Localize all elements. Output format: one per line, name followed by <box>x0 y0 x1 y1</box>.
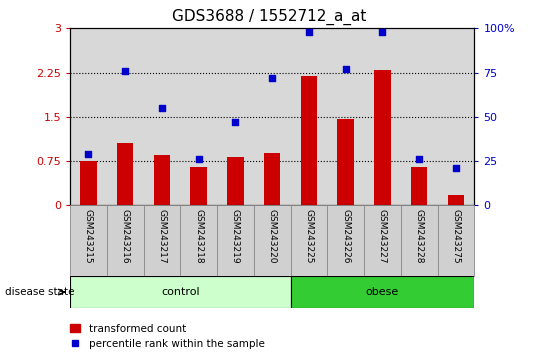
Bar <box>291 276 474 308</box>
Bar <box>70 276 291 308</box>
Text: GSM243275: GSM243275 <box>452 209 460 263</box>
Point <box>84 151 93 157</box>
Bar <box>401 205 438 276</box>
Point <box>452 165 460 171</box>
Bar <box>80 161 96 205</box>
Point <box>415 156 424 162</box>
Bar <box>181 205 217 276</box>
Bar <box>364 205 401 276</box>
Text: GSM243216: GSM243216 <box>121 209 130 263</box>
Text: GSM243226: GSM243226 <box>341 209 350 263</box>
Bar <box>143 205 181 276</box>
Bar <box>107 205 143 276</box>
Text: GSM243227: GSM243227 <box>378 209 387 263</box>
Point <box>157 105 166 111</box>
Bar <box>70 205 107 276</box>
Point <box>305 29 313 35</box>
Text: obese: obese <box>366 287 399 297</box>
Text: control: control <box>161 287 199 297</box>
Bar <box>337 119 354 205</box>
Point <box>121 68 129 74</box>
Bar <box>291 205 327 276</box>
Bar <box>327 205 364 276</box>
Bar <box>301 75 317 205</box>
Bar <box>190 167 207 205</box>
Text: GDS3688 / 1552712_a_at: GDS3688 / 1552712_a_at <box>172 9 367 25</box>
Text: GSM243228: GSM243228 <box>414 209 424 263</box>
Point <box>195 156 203 162</box>
Text: GSM243217: GSM243217 <box>157 209 167 263</box>
Bar <box>117 143 134 205</box>
Text: GSM243225: GSM243225 <box>305 209 314 263</box>
Bar <box>227 157 244 205</box>
Point <box>268 75 277 81</box>
Bar <box>374 70 391 205</box>
Point <box>231 119 240 125</box>
Bar <box>217 205 254 276</box>
Text: GSM243215: GSM243215 <box>84 209 93 263</box>
Bar <box>254 205 291 276</box>
Text: GSM243220: GSM243220 <box>268 209 277 263</box>
Legend: transformed count, percentile rank within the sample: transformed count, percentile rank withi… <box>70 324 265 349</box>
Bar <box>438 205 474 276</box>
Bar <box>411 167 427 205</box>
Point <box>341 66 350 72</box>
Text: disease state: disease state <box>5 287 75 297</box>
Point <box>378 29 387 35</box>
Bar <box>154 155 170 205</box>
Text: GSM243219: GSM243219 <box>231 209 240 263</box>
Bar <box>264 153 280 205</box>
Text: GSM243218: GSM243218 <box>194 209 203 263</box>
Bar <box>448 195 464 205</box>
